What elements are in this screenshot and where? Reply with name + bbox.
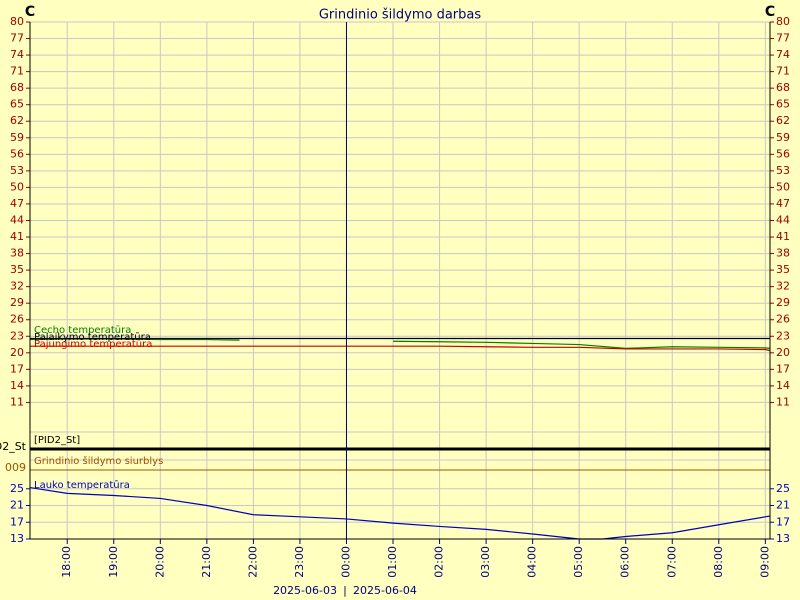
legend-label: Lauko temperatūra	[34, 480, 130, 491]
y-tick-label: 44	[776, 213, 790, 226]
y-tick-label: 59	[776, 131, 790, 144]
x-tick-label: 07:00	[665, 546, 678, 578]
x-tick-label: 21:00	[200, 546, 213, 578]
y-axis-label: PID2_St	[0, 440, 27, 453]
legend-label: Cecho temperatūra	[34, 325, 131, 336]
series-line	[30, 345, 771, 352]
y-tick-label: 44	[10, 213, 24, 226]
y-tick-label: 80	[10, 15, 24, 28]
x-tick-label: 09:00	[758, 546, 771, 578]
date-label: 2025-06-03	[273, 584, 337, 597]
y-tick-label: 17	[776, 515, 790, 528]
chart-title: Grindinio šildymo darbas	[319, 8, 482, 23]
y-tick-label: 65	[776, 98, 790, 111]
y-tick-label: 80	[776, 15, 790, 28]
y-tick-label: 14	[776, 379, 790, 392]
y-tick-label: 56	[10, 147, 24, 160]
series-line	[29, 486, 771, 540]
x-tick-label: 06:00	[619, 546, 632, 578]
y-tick-label: 65	[10, 98, 24, 111]
y-tick-label: 68	[776, 81, 790, 94]
y-tick-label: 13	[10, 532, 24, 545]
legend-label: Pajungimo temperatūra	[34, 339, 152, 350]
x-tick-label: 08:00	[712, 546, 725, 578]
unit-right: C	[765, 4, 775, 20]
y-tick-label: 23	[776, 329, 790, 342]
y-tick-label: 32	[10, 280, 24, 293]
y-tick-label: 77	[10, 32, 24, 45]
y-tick-label: 35	[10, 263, 24, 276]
x-tick-label: 04:00	[526, 546, 539, 578]
unit-left: C	[25, 4, 35, 20]
x-tick-label: 00:00	[339, 546, 352, 578]
y-tick-label: 23	[10, 329, 24, 342]
y-tick-label: 21	[10, 499, 24, 512]
x-tick-label: 20:00	[153, 546, 166, 578]
y-tick-label: 17	[10, 515, 24, 528]
y-tick-label: 35	[776, 263, 790, 276]
y-tick-label: 59	[10, 131, 24, 144]
date-label: 2025-06-04	[353, 584, 417, 597]
y-tick-label: 21	[776, 499, 790, 512]
y-tick-label: 71	[776, 65, 790, 78]
x-tick-label: 01:00	[386, 546, 399, 578]
y-tick-label: 11	[776, 395, 790, 408]
x-tick-label: 22:00	[246, 546, 259, 578]
y-tick-label: 26	[10, 313, 24, 326]
y-tick-label: 56	[776, 147, 790, 160]
y-tick-label: 14	[10, 379, 24, 392]
y-tick-label: 74	[776, 48, 790, 61]
series-line	[29, 338, 240, 341]
y-tick-label: 53	[776, 164, 790, 177]
x-tick-label: 19:00	[107, 546, 120, 578]
y-tick-label: 17	[776, 362, 790, 375]
y-tick-label: 25	[10, 482, 24, 495]
y-tick-label: 53	[10, 164, 24, 177]
y-tick-label: 74	[10, 48, 24, 61]
x-tick-label: 05:00	[572, 546, 585, 578]
y-tick-label: 50	[776, 180, 790, 193]
y-tick-label: 62	[10, 114, 24, 127]
y-tick-label: 41	[10, 230, 24, 243]
y-tick-label: 25	[776, 482, 790, 495]
y-tick-label: 20	[10, 346, 24, 359]
y-tick-label: 38	[10, 247, 24, 260]
y-tick-label: 29	[776, 296, 790, 309]
y-tick-label: 17	[10, 362, 24, 375]
y-tick-label: 71	[10, 65, 24, 78]
y-tick-label: 62	[776, 114, 790, 127]
y-tick-label: 26	[776, 313, 790, 326]
x-tick-label: 03:00	[479, 546, 492, 578]
y-axis-label: 009	[5, 461, 26, 474]
y-tick-label: 20	[776, 346, 790, 359]
y-tick-label: 47	[776, 197, 790, 210]
y-tick-label: 29	[10, 296, 24, 309]
series-line	[393, 340, 771, 350]
legend-label: Palaikymo temperatūra	[34, 332, 151, 343]
y-tick-label: 13	[776, 532, 790, 545]
y-tick-label: 47	[10, 197, 24, 210]
y-tick-label: 68	[10, 81, 24, 94]
y-tick-label: 41	[776, 230, 790, 243]
x-tick-label: 02:00	[433, 546, 446, 578]
y-tick-label: 38	[776, 247, 790, 260]
y-tick-label: 11	[10, 395, 24, 408]
legend-label: [PID2_St]	[34, 435, 80, 446]
y-tick-label: 50	[10, 180, 24, 193]
y-tick-label: 32	[776, 280, 790, 293]
x-tick-label: 18:00	[60, 546, 73, 578]
x-tick-label: 23:00	[293, 546, 306, 578]
legend-label: Grindinio šildymo siurblys	[34, 455, 163, 467]
date-separator: |	[343, 584, 347, 597]
y-tick-label: 77	[776, 32, 790, 45]
